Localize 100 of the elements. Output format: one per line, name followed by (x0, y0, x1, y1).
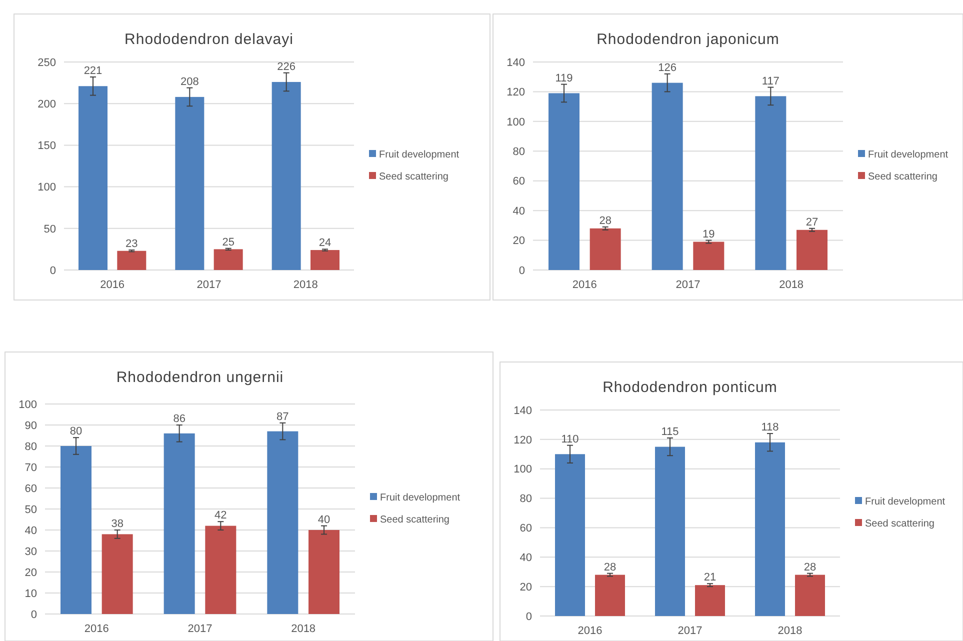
bar (755, 96, 786, 270)
data-label: 25 (222, 236, 234, 248)
bar (595, 574, 625, 616)
chart-title: Rhododendron japonicum (596, 31, 780, 48)
bar (175, 96, 204, 270)
data-label: 24 (318, 237, 332, 250)
x-tick-label: 2017 (188, 623, 212, 635)
y-tick-label: 250 (38, 56, 56, 69)
data-label: 28 (804, 561, 816, 574)
legend-label: Seed scattering (865, 518, 934, 530)
x-tick-label: 2018 (291, 623, 316, 635)
y-tick-label: 100 (514, 464, 532, 476)
bar (310, 250, 340, 270)
bar (60, 446, 92, 614)
x-tick-label: 2018 (293, 279, 318, 291)
bar (164, 433, 195, 614)
data-label: 27 (806, 216, 818, 228)
y-tick-label: 0 (526, 610, 532, 623)
y-tick-label: 60 (512, 176, 525, 188)
y-tick-label: 100 (18, 398, 37, 411)
x-tick-label: 2017 (678, 625, 702, 637)
data-label: 23 (126, 238, 138, 250)
y-tick-label: 40 (520, 552, 532, 564)
legend-label: Fruit development (379, 150, 460, 160)
y-tick-label: 60 (520, 522, 532, 535)
y-tick-label: 150 (38, 140, 56, 152)
y-tick-label: 20 (520, 581, 532, 594)
legend-label: Seed scattering (379, 172, 448, 182)
data-label: 87 (276, 410, 289, 423)
data-label: 19 (702, 228, 715, 240)
data-label: 28 (599, 214, 612, 227)
bar (796, 230, 828, 270)
legend-label: Seed scattering (868, 172, 938, 182)
y-tick-label: 140 (514, 404, 532, 417)
y-tick-label: 20 (512, 235, 525, 248)
bar (308, 530, 340, 614)
bar (214, 249, 243, 270)
data-label: 208 (180, 76, 199, 88)
data-label: 118 (761, 422, 779, 434)
chart-title: Rhododendron ponticum (602, 379, 778, 396)
y-tick-label: 0 (518, 264, 525, 277)
data-label: 221 (84, 64, 102, 77)
y-tick-label: 70 (24, 462, 37, 474)
y-tick-label: 80 (24, 440, 37, 453)
legend-label: Fruit development (868, 150, 948, 160)
x-tick-label: 2016 (572, 279, 597, 291)
y-tick-label: 200 (38, 98, 56, 110)
data-label: 21 (704, 572, 716, 584)
y-tick-label: 140 (506, 56, 525, 69)
y-tick-label: 120 (514, 434, 532, 446)
bar (555, 454, 585, 616)
x-tick-label: 2016 (100, 279, 125, 291)
legend-label: Fruit development (865, 496, 946, 508)
legend-label: Seed scattering (380, 514, 450, 526)
data-label: 115 (661, 426, 679, 438)
y-tick-label: 60 (24, 482, 37, 495)
bar (205, 526, 236, 614)
y-tick-label: 0 (30, 608, 37, 621)
y-tick-label: 50 (44, 223, 56, 236)
bar (795, 574, 825, 616)
data-label: 86 (173, 413, 186, 425)
bar (102, 534, 133, 614)
y-tick-label: 50 (24, 504, 37, 516)
y-tick-label: 100 (506, 116, 525, 128)
y-tick-label: 120 (506, 86, 525, 99)
data-label: 38 (111, 518, 124, 530)
y-tick-label: 40 (512, 205, 525, 218)
bar (590, 228, 621, 270)
bar (272, 82, 301, 270)
y-tick-label: 30 (24, 546, 37, 558)
bar (267, 431, 298, 614)
y-tick-label: 40 (24, 524, 37, 537)
data-label: 110 (561, 433, 579, 446)
bar (652, 82, 683, 270)
y-tick-label: 10 (24, 588, 37, 600)
x-tick-label: 2016 (84, 623, 109, 635)
x-tick-label: 2017 (676, 279, 700, 291)
bar (117, 250, 146, 270)
y-tick-label: 100 (38, 182, 56, 194)
y-tick-label: 80 (512, 146, 525, 158)
chart-title: Rhododendron delavayi (124, 31, 294, 48)
data-label: 28 (604, 561, 616, 574)
bar (755, 442, 785, 616)
data-label: 42 (214, 510, 227, 522)
y-tick-label: 0 (50, 264, 56, 277)
bar (548, 93, 580, 270)
x-tick-label: 2016 (578, 625, 602, 637)
bar (695, 585, 725, 616)
bar (655, 446, 685, 616)
x-tick-label: 2018 (778, 625, 802, 637)
x-tick-label: 2018 (779, 279, 804, 291)
data-label: 226 (277, 60, 296, 73)
bar (78, 86, 108, 270)
y-tick-label: 90 (24, 420, 37, 432)
data-label: 117 (762, 75, 780, 88)
chart-title: Rhododendron ungernii (116, 369, 284, 386)
bar (693, 242, 724, 270)
data-label: 119 (555, 72, 573, 84)
data-label: 80 (70, 426, 82, 438)
legend-label: Fruit development (380, 492, 460, 504)
